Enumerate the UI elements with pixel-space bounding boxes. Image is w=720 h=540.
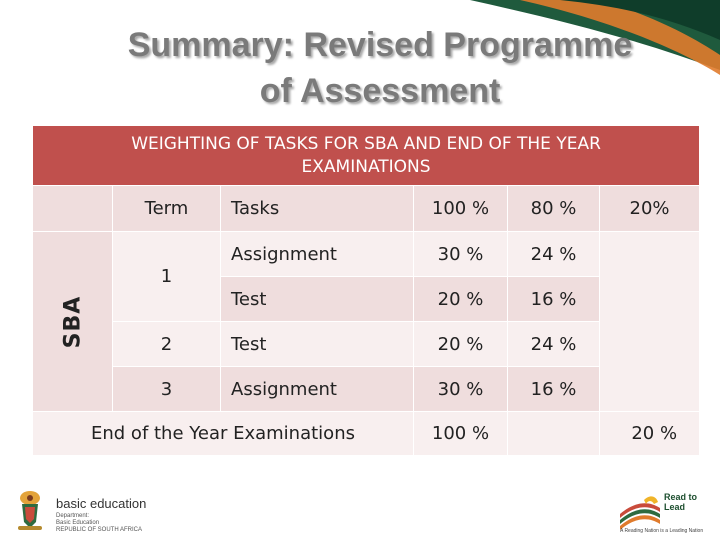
read-to-lead-book-icon: [620, 496, 660, 530]
republic-line: REPUBLIC OF SOUTH AFRICA: [56, 527, 143, 533]
read-to-lead-tagline: A Reading Nation is a Leading Nation: [620, 528, 704, 534]
weighting-table: WEIGHTING OF TASKS FOR SBA AND END OF TH…: [31, 125, 701, 456]
percent-cell: 20 %: [413, 276, 508, 322]
table-header-line2: EXAMINATIONS: [301, 156, 431, 177]
task-cell: Test: [220, 276, 414, 322]
weight-cell: 24 %: [507, 231, 600, 277]
term-cell: 2: [112, 321, 221, 367]
sba-row-label: SBA: [32, 231, 113, 412]
read-to-lead-logo: Read to Lead A Reading Nation is a Leadi…: [614, 490, 714, 538]
weight-cell: 16 %: [507, 366, 600, 412]
read-to-lead-title: Read to Lead: [664, 492, 698, 512]
percent-cell: 30 %: [413, 231, 508, 277]
column-header-total: 100 %: [413, 185, 508, 232]
sba-label: SBA: [60, 295, 85, 348]
column-header-tasks: Tasks: [220, 185, 414, 232]
basic-education-subtitle: Department: Basic Education REPUBLIC OF …: [56, 513, 142, 534]
department-line: Department:: [56, 513, 90, 519]
table-header: WEIGHTING OF TASKS FOR SBA AND END OF TH…: [31, 125, 701, 186]
slide-title-line1: Summary: Revised Programme: [127, 26, 633, 64]
eoy-label: End of the Year Examinations: [32, 411, 414, 456]
table-row: SBA 1 Assignment 30 % 24 %: [32, 231, 701, 412]
slide-title-line2: of Assessment: [259, 72, 501, 110]
slide-title: Summary: Revised Programme of Assessment: [0, 22, 720, 114]
share-cell-blank: [598, 231, 701, 412]
department-name-line: Basic Education: [56, 520, 100, 526]
task-cell: Test: [220, 321, 414, 367]
header-blank-cell: [32, 185, 113, 232]
column-header-term: Term: [112, 185, 221, 232]
basic-education-name: basic education: [56, 496, 147, 511]
eoy-weight-blank: [507, 411, 600, 456]
weight-cell: 16 %: [507, 276, 600, 322]
table-row: 2 Test 20 % 24 %: [33, 321, 700, 367]
table-header-line1: WEIGHTING OF TASKS FOR SBA AND END OF TH…: [131, 133, 601, 154]
coat-of-arms-icon: [18, 491, 42, 530]
task-cell: Assignment: [220, 231, 414, 277]
table-row: End of the Year Examinations 100 % 20 %: [32, 411, 701, 456]
basic-education-logo: basic education Department: Basic Educat…: [14, 488, 214, 538]
eoy-percent: 100 %: [413, 411, 508, 456]
term-cell: 1: [112, 231, 221, 322]
term-cell: 3: [112, 366, 221, 412]
task-cell: Assignment: [220, 366, 414, 412]
percent-cell: 20 %: [413, 321, 508, 367]
eoy-share: 20 %: [598, 411, 701, 456]
weight-cell: 24 %: [507, 321, 600, 367]
percent-cell: 30 %: [413, 366, 508, 412]
column-header-weight: 80 %: [507, 185, 600, 232]
column-header-share: 20%: [598, 185, 701, 232]
